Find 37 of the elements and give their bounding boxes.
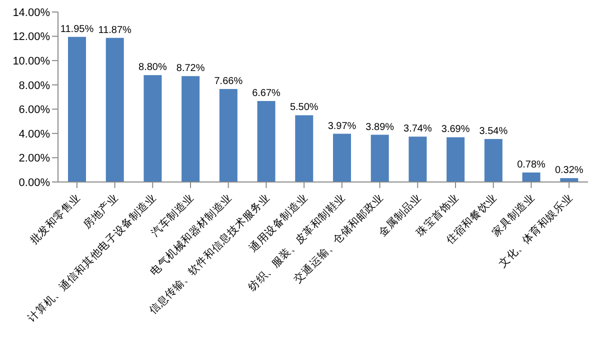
bar xyxy=(219,88,238,182)
data-label: 11.95% xyxy=(60,24,94,35)
bar xyxy=(106,38,124,182)
data-label: 3.97% xyxy=(328,120,356,132)
y-tick-label: 8.00% xyxy=(18,80,50,92)
data-label: 11.87% xyxy=(98,24,132,36)
data-label: 0.32% xyxy=(554,165,584,176)
x-tick-label: 批发和零售业 xyxy=(27,190,84,247)
bar xyxy=(446,137,465,182)
data-label: 3.89% xyxy=(366,122,394,133)
bar xyxy=(484,139,502,182)
bar xyxy=(370,134,389,182)
data-label: 0.78% xyxy=(517,160,546,171)
data-label: 5.50% xyxy=(290,102,318,114)
data-label: 8.72% xyxy=(176,63,205,74)
bar xyxy=(182,76,200,182)
bar xyxy=(68,36,86,182)
bar xyxy=(333,134,351,182)
bar xyxy=(295,115,314,182)
y-tick-label: 2.00% xyxy=(18,152,50,165)
bar xyxy=(408,136,427,182)
bar xyxy=(522,172,540,182)
bar xyxy=(257,101,276,182)
data-label: 3.74% xyxy=(404,124,432,135)
y-tick-label: 10.00% xyxy=(12,55,50,68)
data-label: 3.54% xyxy=(479,126,508,138)
y-tick-label: 6.00% xyxy=(18,104,50,116)
y-tick-label: 4.00% xyxy=(18,128,50,140)
y-tick-label: 12.00% xyxy=(12,31,50,44)
data-label: 3.69% xyxy=(441,124,470,136)
data-label: 7.66% xyxy=(214,76,243,87)
data-label: 8.80% xyxy=(138,62,167,74)
y-tick-label: 0.00% xyxy=(18,176,50,189)
bar xyxy=(144,75,162,182)
data-label: 6.67% xyxy=(252,88,281,100)
bar xyxy=(560,178,578,182)
y-tick-label: 14.00% xyxy=(12,6,50,19)
